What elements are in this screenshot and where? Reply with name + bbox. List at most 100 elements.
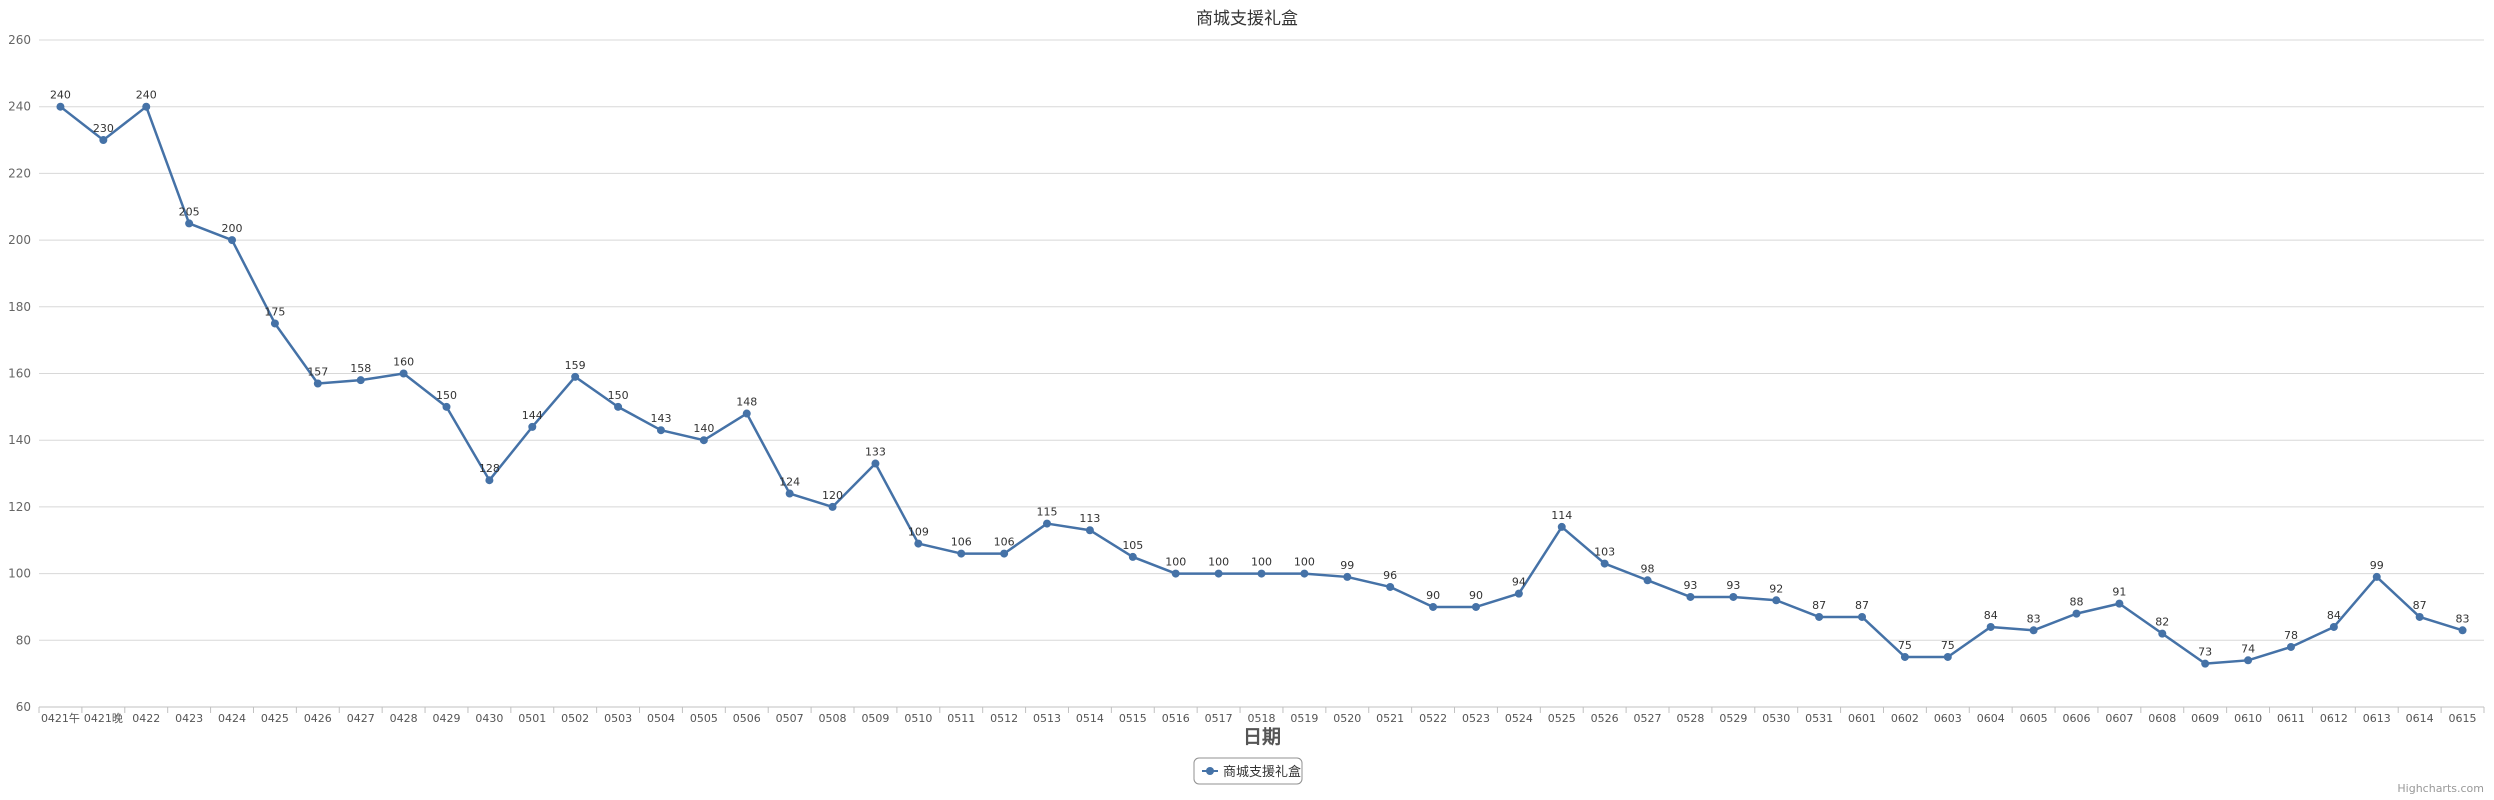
x-tick-label: 0423: [175, 712, 203, 725]
data-point[interactable]: [2029, 626, 2038, 635]
data-point[interactable]: [2072, 609, 2081, 618]
data-point[interactable]: [2372, 572, 2381, 581]
legend-marker: [1206, 767, 1214, 775]
data-label: 99: [1340, 559, 1354, 572]
data-label: 128: [479, 462, 500, 475]
x-tick-label: 0520: [1333, 712, 1361, 725]
data-point[interactable]: [485, 476, 494, 485]
x-tick-label: 0525: [1548, 712, 1576, 725]
data-label: 120: [822, 489, 843, 502]
data-point[interactable]: [528, 422, 537, 431]
data-point[interactable]: [1085, 526, 1094, 535]
x-tick-label: 0508: [819, 712, 847, 725]
data-point[interactable]: [1257, 569, 1266, 578]
data-point[interactable]: [2115, 599, 2124, 608]
data-point[interactable]: [1900, 652, 1909, 661]
data-point[interactable]: [1686, 592, 1695, 601]
data-label: 75: [1941, 639, 1955, 652]
data-point[interactable]: [1043, 519, 1052, 528]
x-tick-label: 0612: [2320, 712, 2348, 725]
credits[interactable]: Highcharts.com: [2397, 782, 2484, 795]
data-label: 230: [93, 122, 114, 135]
data-point[interactable]: [1343, 572, 1352, 581]
x-tick-label: 0529: [1719, 712, 1747, 725]
x-tick-label: 0606: [2063, 712, 2091, 725]
data-point[interactable]: [228, 236, 237, 245]
x-tick-label: 0501: [518, 712, 546, 725]
x-tick-label: 0516: [1162, 712, 1190, 725]
data-point[interactable]: [614, 402, 623, 411]
data-point[interactable]: [1772, 596, 1781, 605]
data-point[interactable]: [699, 436, 708, 445]
data-point[interactable]: [1943, 652, 1952, 661]
data-label: 91: [2112, 586, 2126, 599]
x-tick-label: 0510: [904, 712, 932, 725]
data-point[interactable]: [442, 402, 451, 411]
data-point[interactable]: [399, 369, 408, 378]
x-tick-label: 0514: [1076, 712, 1104, 725]
x-tick-label: 0526: [1591, 712, 1619, 725]
data-point[interactable]: [571, 372, 580, 381]
x-tick-label: 0513: [1033, 712, 1061, 725]
data-label: 98: [1641, 562, 1655, 575]
data-point[interactable]: [99, 136, 108, 145]
data-point[interactable]: [356, 376, 365, 385]
legend[interactable]: 商城支援礼盒: [1193, 757, 1303, 785]
x-tick-label: 0422: [132, 712, 160, 725]
x-tick-label: 0502: [561, 712, 589, 725]
data-point[interactable]: [1214, 569, 1223, 578]
data-point[interactable]: [1815, 612, 1824, 621]
data-point[interactable]: [1557, 522, 1566, 531]
data-label: 106: [994, 536, 1015, 549]
x-tick-label: 0428: [390, 712, 418, 725]
data-point[interactable]: [2201, 659, 2210, 668]
data-point[interactable]: [2458, 626, 2467, 635]
data-point[interactable]: [1858, 612, 1867, 621]
data-point[interactable]: [828, 502, 837, 511]
data-point[interactable]: [1729, 592, 1738, 601]
x-tick-label: 0512: [990, 712, 1018, 725]
data-point[interactable]: [1471, 602, 1480, 611]
data-point[interactable]: [785, 489, 794, 498]
x-tick-label: 0605: [2020, 712, 2048, 725]
data-point[interactable]: [1171, 569, 1180, 578]
data-point[interactable]: [2244, 656, 2253, 665]
x-tick-label: 0531: [1805, 712, 1833, 725]
data-label: 133: [865, 446, 886, 459]
data-point[interactable]: [914, 539, 923, 548]
data-point[interactable]: [270, 319, 279, 328]
x-tick-label: 0429: [433, 712, 461, 725]
data-point[interactable]: [1386, 582, 1395, 591]
y-tick-label: 160: [8, 367, 31, 381]
data-point[interactable]: [1986, 622, 1995, 631]
data-point[interactable]: [871, 459, 880, 468]
data-label: 150: [608, 389, 629, 402]
data-point[interactable]: [2158, 629, 2167, 638]
legend-box: [1193, 757, 1303, 785]
data-point[interactable]: [185, 219, 194, 228]
data-point[interactable]: [56, 102, 65, 111]
data-label: 100: [1251, 556, 1272, 569]
data-point[interactable]: [742, 409, 751, 418]
data-point[interactable]: [656, 426, 665, 435]
data-point[interactable]: [1514, 589, 1523, 598]
data-point[interactable]: [2286, 642, 2295, 651]
y-tick-label: 100: [8, 567, 31, 581]
x-tick-label: 0528: [1676, 712, 1704, 725]
data-point[interactable]: [2415, 612, 2424, 621]
data-point[interactable]: [1300, 569, 1309, 578]
data-point[interactable]: [313, 379, 322, 388]
data-label: 73: [2198, 646, 2212, 659]
data-label: 100: [1208, 556, 1229, 569]
data-point[interactable]: [1643, 576, 1652, 585]
data-point[interactable]: [1128, 552, 1137, 561]
data-point[interactable]: [957, 549, 966, 558]
data-point[interactable]: [1429, 602, 1438, 611]
data-point[interactable]: [142, 102, 151, 111]
data-point[interactable]: [1600, 559, 1609, 568]
y-tick-label: 80: [16, 633, 31, 647]
data-point[interactable]: [2329, 622, 2338, 631]
data-label: 94: [1512, 576, 1526, 589]
data-point[interactable]: [1000, 549, 1009, 558]
data-label: 93: [1683, 579, 1697, 592]
